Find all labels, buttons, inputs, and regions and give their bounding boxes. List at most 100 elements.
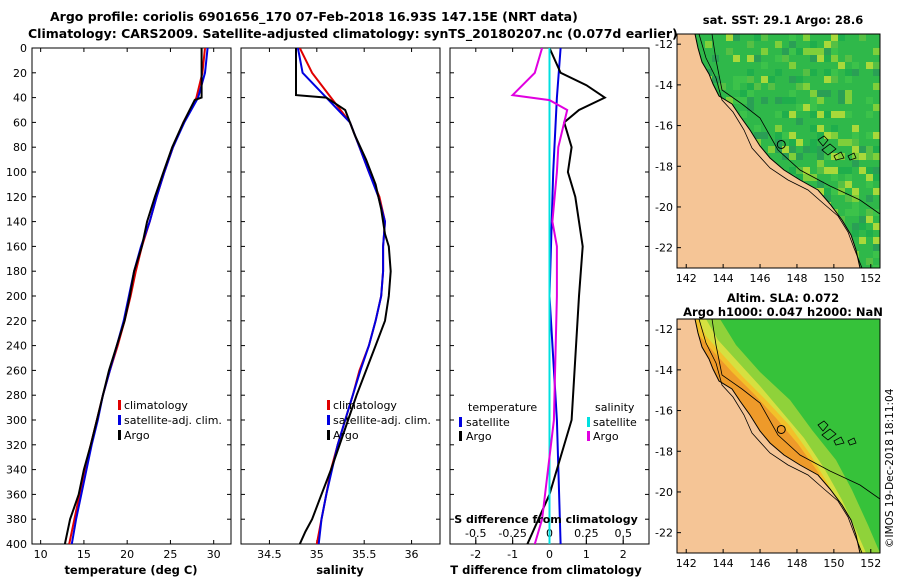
sst-pixel <box>852 62 859 69</box>
sst-pixel <box>866 111 873 118</box>
sst-pixel <box>789 48 796 55</box>
sst-pixel <box>859 223 866 230</box>
sst-pixel <box>866 181 873 188</box>
depth-tick-label: 60 <box>13 116 27 129</box>
sst-pixel <box>761 62 768 69</box>
sst-pixel <box>810 48 817 55</box>
sst-pixel <box>852 223 859 230</box>
sst-pixel <box>761 132 768 139</box>
sst-pixel <box>817 97 824 104</box>
sst-pixel <box>852 188 859 195</box>
depth-axis: 0 20 40 60 80 100 120 140 160 180 200 220 240 260 280 3… <box>6 42 27 551</box>
sst-pixel <box>824 111 831 118</box>
sst-pixel <box>859 216 866 223</box>
sst-pixel <box>789 111 796 118</box>
legend-swatch-argo <box>327 430 330 440</box>
series-argo <box>63 48 203 544</box>
sst-pixel <box>761 48 768 55</box>
sst-pixel <box>803 34 810 41</box>
lon-tick-label: 144 <box>713 557 734 570</box>
lat-tick-label: -12 <box>655 323 673 336</box>
sst-pixel <box>775 139 782 146</box>
lon-tick-label: 142 <box>676 272 697 285</box>
sst-pixel <box>747 104 754 111</box>
lon-tick-label: 144 <box>713 272 734 285</box>
sst-pixel <box>796 83 803 90</box>
sst-pixel <box>817 153 824 160</box>
temperature-legend: climatology satellite-adj. clim. Argo <box>118 399 222 442</box>
sst-pixel <box>866 146 873 153</box>
lat-tick-label: -16 <box>655 120 673 133</box>
lon-tick-label: 146 <box>750 272 771 285</box>
sst-pixel <box>824 69 831 76</box>
sst-pixel <box>782 55 789 62</box>
sst-pixel <box>817 125 824 132</box>
lon-tick-label: 152 <box>860 557 881 570</box>
legend-swatch-salinity-satellite <box>587 417 590 427</box>
sst-pixel <box>866 195 873 202</box>
sst-pixel <box>796 118 803 125</box>
x-tick-label: 34.5 <box>257 548 282 561</box>
sst-pixel <box>733 76 740 83</box>
sst-pixel <box>803 146 810 153</box>
sla-map: Altim. SLA: 0.072 Argo h1000: 0.047 h200… <box>655 291 883 570</box>
sst-pixel <box>789 132 796 139</box>
sst-pixel <box>768 146 775 153</box>
sst-pixel <box>831 174 838 181</box>
sst-pixel <box>768 83 775 90</box>
sst-pixel <box>810 146 817 153</box>
salinity-x-label: salinity <box>316 563 364 577</box>
sst-pixel <box>873 62 880 69</box>
reef-outlines <box>817 135 857 161</box>
sst-pixel <box>719 83 726 90</box>
bathymetry-contour-outer <box>711 34 880 215</box>
sst-pixel <box>831 167 838 174</box>
legend-label-satellite: satellite-adj. clim. <box>333 414 431 427</box>
sst-pixel <box>712 76 719 83</box>
sst-pixel <box>852 146 859 153</box>
sst-map-axes: 142 144 146 148 150 152 -12 -14 -16 -18 -20 -22 <box>655 38 881 285</box>
sst-pixel <box>768 76 775 83</box>
sst-pixel <box>824 41 831 48</box>
sst-pixel <box>859 146 866 153</box>
bathymetry-contour-outer <box>711 319 880 500</box>
sst-pixel <box>796 153 803 160</box>
sst-pixel <box>782 146 789 153</box>
lat-tick-label: -22 <box>655 242 673 255</box>
sst-pixel <box>817 132 824 139</box>
sst-pixel <box>852 202 859 209</box>
sst-pixel <box>747 41 754 48</box>
sst-pixel <box>810 97 817 104</box>
depth-tick-label: 140 <box>6 216 27 229</box>
sst-pixel <box>810 111 817 118</box>
depth-tick-label: 260 <box>6 364 27 377</box>
sst-pixel <box>789 62 796 69</box>
x-tick-label: 0 <box>546 548 553 561</box>
sst-pixel <box>824 167 831 174</box>
sst-pixel <box>831 48 838 55</box>
depth-tick-label: 0 <box>20 42 27 55</box>
sst-pixel <box>838 153 845 160</box>
top-tick-label: 0.5 <box>614 527 632 540</box>
legend-label-argo: Argo <box>333 429 359 442</box>
sst-pixel <box>873 223 880 230</box>
sst-pixel <box>866 97 873 104</box>
sst-pixel <box>817 55 824 62</box>
x-tick-label: -1 <box>507 548 518 561</box>
sst-pixel <box>775 125 782 132</box>
sla-map-title-line2: Argo h1000: 0.047 h2000: NaN <box>683 305 883 319</box>
sst-pixel <box>810 55 817 62</box>
sst-pixel <box>824 55 831 62</box>
sst-pixel <box>866 230 873 237</box>
depth-tick-label: 120 <box>6 191 27 204</box>
sst-pixel <box>831 69 838 76</box>
sst-pixel <box>754 34 761 41</box>
depth-tick-label: 380 <box>6 513 27 526</box>
temperature-x-label: temperature (deg C) <box>64 563 197 577</box>
lat-tick-label: -16 <box>655 405 673 418</box>
sst-pixel <box>775 132 782 139</box>
sst-pixel <box>775 146 782 153</box>
sst-pixel <box>845 55 852 62</box>
sst-pixel <box>747 55 754 62</box>
temperature-x-axis: 10 15 20 25 30 <box>34 48 221 561</box>
